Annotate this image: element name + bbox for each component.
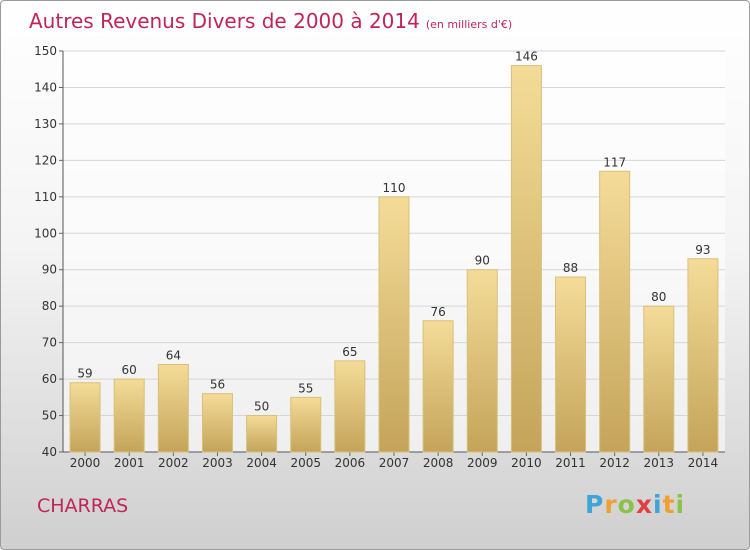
logo-letter: P [585, 490, 605, 519]
chart-subtitle: (en milliers d'€) [425, 18, 513, 31]
data-label: 60 [122, 363, 137, 377]
data-label: 146 [515, 50, 538, 64]
data-label: 80 [651, 290, 666, 304]
data-label: 88 [563, 261, 578, 275]
data-label: 110 [383, 181, 406, 195]
x-tick-label: 2004 [246, 456, 277, 470]
chart-title: Autres Revenus Divers de 2000 à 2014 (en … [29, 9, 512, 33]
bar [69, 382, 101, 453]
bar [510, 65, 542, 453]
x-tick-label: 2002 [158, 456, 189, 470]
data-label: 117 [603, 155, 626, 169]
x-tick-label: 2008 [423, 456, 454, 470]
bar [201, 393, 233, 453]
bar [599, 170, 631, 453]
x-tick-label: 2010 [511, 456, 542, 470]
bar [157, 364, 189, 453]
y-tick-label: 120 [34, 153, 57, 167]
x-tick-label: 2009 [467, 456, 498, 470]
y-tick-label: 60 [42, 372, 57, 386]
x-tick-label: 2001 [114, 456, 145, 470]
x-tick-label: 2011 [555, 456, 586, 470]
logo-letter: r [604, 490, 618, 519]
bar [555, 276, 587, 453]
bar [643, 305, 675, 453]
data-label: 93 [695, 243, 710, 257]
x-tick-label: 2014 [688, 456, 719, 470]
y-tick-label: 70 [42, 336, 57, 350]
place-name: CHARRAS [37, 495, 129, 517]
data-label: 59 [77, 367, 92, 381]
data-label: 65 [342, 345, 357, 359]
data-label: 90 [475, 254, 490, 268]
bar [290, 396, 322, 453]
y-tick-label: 130 [34, 117, 57, 131]
logo-letter: x [635, 490, 653, 519]
chart-title-text: Autres Revenus Divers de 2000 à 2014 [29, 9, 420, 33]
bar [378, 196, 410, 453]
y-tick-label: 50 [42, 409, 57, 423]
data-label: 56 [210, 378, 225, 392]
y-tick-label: 40 [42, 445, 57, 459]
x-tick-label: 2006 [335, 456, 366, 470]
y-tick-label: 110 [34, 190, 57, 204]
proxiti-logo: Proxiti [585, 490, 685, 519]
bar [687, 258, 719, 453]
bar [246, 415, 278, 453]
bar [113, 378, 145, 453]
bar [422, 320, 454, 453]
logo-letter: i [653, 490, 663, 519]
y-tick-label: 150 [34, 44, 57, 58]
y-tick-label: 90 [42, 263, 57, 277]
data-label: 64 [166, 349, 181, 363]
y-tick-label: 80 [42, 299, 57, 313]
x-tick-label: 2000 [70, 456, 101, 470]
logo-letter: i [675, 490, 686, 519]
y-tick-label: 140 [34, 80, 57, 94]
x-tick-label: 2012 [599, 456, 630, 470]
data-label: 55 [298, 381, 313, 395]
bar [466, 269, 498, 453]
data-label: 76 [430, 305, 445, 319]
x-tick-label: 2003 [202, 456, 233, 470]
y-tick-label: 100 [34, 226, 57, 240]
x-tick-label: 2013 [644, 456, 675, 470]
logo-letter: o [617, 490, 636, 519]
x-tick-label: 2007 [379, 456, 410, 470]
bar [334, 360, 366, 453]
data-label: 50 [254, 400, 269, 414]
logo-letter: t [662, 490, 676, 519]
x-tick-label: 2005 [290, 456, 321, 470]
